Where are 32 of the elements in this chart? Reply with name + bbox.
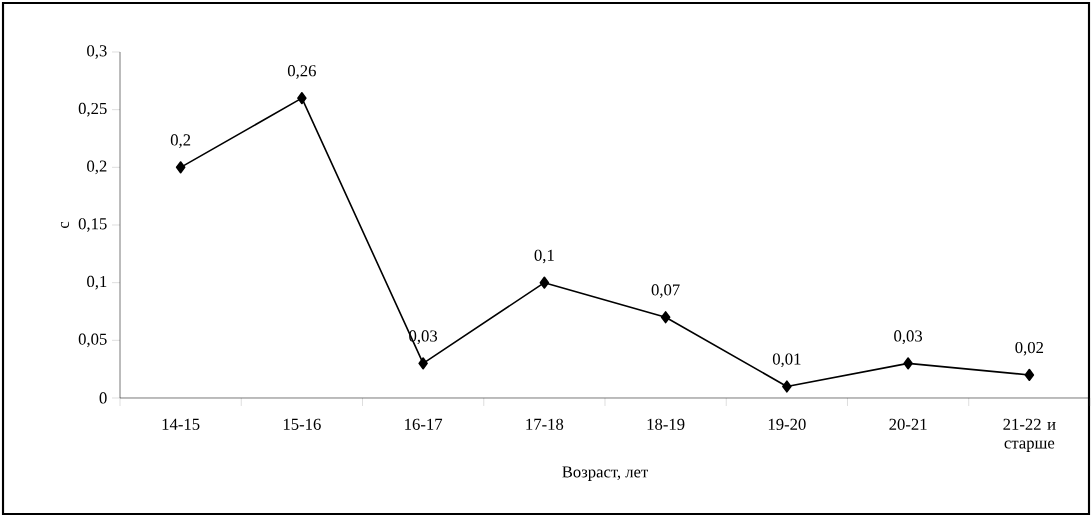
data-label: 0,07	[651, 284, 680, 298]
x-tick-label: 20-21	[889, 418, 927, 430]
y-tick-label: 0,3	[87, 45, 107, 59]
x-tick-label: 21-22 и старше	[1003, 418, 1056, 452]
y-tick-label: 0	[99, 392, 107, 404]
x-tick-label: 17-18	[526, 418, 564, 430]
y-tick-label: 0,05	[78, 333, 107, 348]
x-axis-title: Возраст, лет	[562, 466, 649, 481]
x-tick-label: 19-20	[768, 418, 806, 430]
data-label: 0,26	[287, 65, 316, 79]
data-label: 0,01	[772, 353, 801, 368]
x-tick-label: 18-19	[647, 418, 685, 430]
y-tick-label: 0,25	[78, 102, 107, 117]
x-tick-label: 15-16	[283, 418, 321, 430]
y-axis-title: c	[60, 221, 69, 229]
point	[1024, 368, 1035, 382]
point	[660, 311, 671, 324]
data-label: 0,1	[534, 249, 554, 264]
point	[903, 357, 913, 370]
data-label: 0,02	[1015, 341, 1044, 356]
data-label: 0,2	[170, 134, 191, 148]
point	[297, 92, 307, 105]
x-tick-label: 16-17	[405, 418, 443, 430]
x-tick-label: 14-15	[162, 418, 200, 430]
y-tick-label: 0,2	[87, 160, 107, 175]
point	[175, 161, 186, 174]
point	[418, 357, 428, 370]
y-tick-label: 0,1	[87, 275, 107, 290]
point	[539, 276, 550, 289]
data-label: 0,03	[894, 330, 923, 345]
y-tick-label: 0,15	[78, 218, 107, 232]
point	[782, 380, 792, 393]
